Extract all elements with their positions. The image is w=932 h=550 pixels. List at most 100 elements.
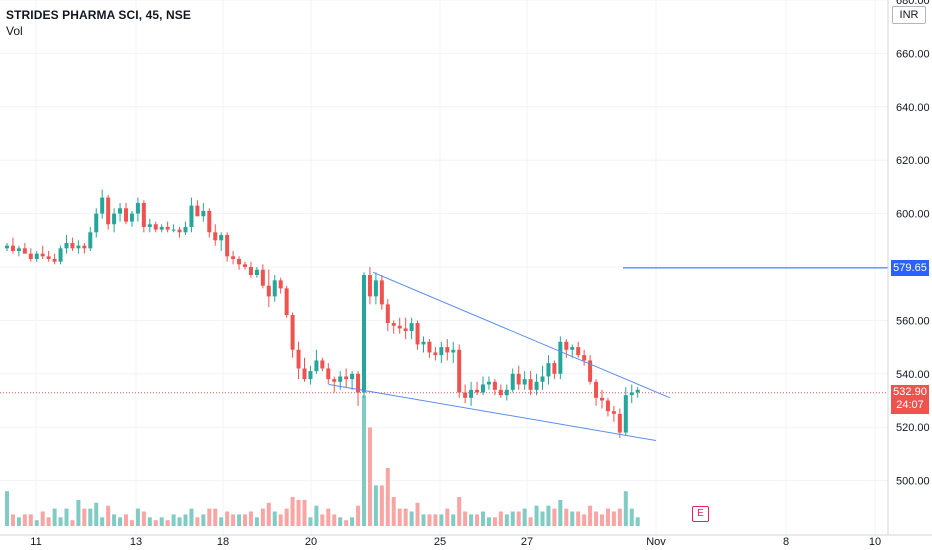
volume-bar <box>623 491 628 526</box>
volume-bar <box>582 514 587 526</box>
candle-body <box>58 248 63 262</box>
candle-body <box>332 379 337 382</box>
volume-bar <box>201 514 206 526</box>
volume-bar <box>165 520 170 526</box>
volume-bar <box>326 508 331 526</box>
volume-bar <box>415 502 420 526</box>
volume-bar <box>320 514 325 526</box>
volume-bar <box>260 508 265 526</box>
volume-bar <box>296 499 301 526</box>
candle-body <box>344 376 349 380</box>
volume-bar <box>141 511 146 526</box>
volume-bar <box>600 514 604 526</box>
candle-body <box>629 392 634 396</box>
candle-body <box>183 226 188 233</box>
candle-body <box>623 395 628 433</box>
volume-bar <box>135 508 140 526</box>
volume-bar <box>617 508 622 526</box>
volume-bar <box>88 508 93 526</box>
candle-body <box>433 352 438 356</box>
candle-body <box>558 341 563 374</box>
candle-body <box>88 232 93 249</box>
candle-body <box>219 234 224 241</box>
candle-body <box>284 288 289 316</box>
candle-body <box>421 341 426 345</box>
candle-body <box>231 256 236 259</box>
volume-bar <box>195 517 200 526</box>
candle-body <box>106 197 111 225</box>
candle-body <box>52 258 57 262</box>
candle-body <box>314 360 319 372</box>
candle-body <box>379 280 384 305</box>
price-tick-label: 560.00 <box>896 315 930 327</box>
volume-bar <box>594 511 599 526</box>
price-tick-label: 660.00 <box>896 48 930 60</box>
volume-bar <box>576 511 581 526</box>
time-tick-label: 8 <box>783 536 789 548</box>
volume-bar <box>504 514 509 526</box>
volume-bar <box>94 502 99 526</box>
candle-body <box>463 392 468 398</box>
volume-bar <box>177 517 182 526</box>
candle-body <box>617 413 622 433</box>
volume-bar <box>308 517 313 526</box>
volume-bar <box>611 511 616 526</box>
volume-bar <box>112 514 117 526</box>
candle-body <box>427 341 432 353</box>
candle-body <box>552 363 557 374</box>
volume-bar <box>552 508 557 526</box>
volume-bar <box>534 505 539 526</box>
candle-body <box>278 280 283 289</box>
trendline-lower <box>328 383 657 442</box>
candle-body <box>5 245 9 249</box>
bar-countdown: 24:07 <box>896 398 924 411</box>
drawings <box>328 267 888 442</box>
volume-bar <box>147 517 152 526</box>
candle-body <box>611 411 616 414</box>
candle-body <box>481 384 485 393</box>
volume-bar <box>159 517 164 526</box>
volume-bars <box>5 395 640 526</box>
volume-bar <box>492 517 497 526</box>
volume-bar <box>564 508 569 526</box>
volume-bar <box>421 514 426 526</box>
currency-badge[interactable]: INR <box>892 6 926 24</box>
candle-body <box>189 205 194 227</box>
candle-body <box>594 381 599 398</box>
volume-bar <box>588 505 593 526</box>
volume-bar <box>52 508 57 526</box>
candle-body <box>248 267 253 276</box>
candle-body <box>635 389 640 393</box>
candle-body <box>391 323 396 326</box>
candle-body <box>254 269 259 276</box>
volume-bar <box>153 520 158 526</box>
volume-bar <box>469 514 474 526</box>
candle-body <box>10 245 15 251</box>
candle-body <box>171 229 176 231</box>
price-tick-label: 680.00 <box>896 0 930 7</box>
volume-bar <box>213 508 218 526</box>
volume-bar <box>558 499 563 526</box>
volume-bar <box>516 511 521 526</box>
earnings-event-marker[interactable]: E <box>692 506 709 522</box>
candle-body <box>338 376 343 382</box>
volume-bar <box>46 517 51 526</box>
volume-bar <box>385 468 390 526</box>
candle-body <box>16 248 21 251</box>
candle-body <box>320 360 325 369</box>
candle-body <box>528 379 533 390</box>
trendline-upper <box>372 271 671 399</box>
volume-bar <box>124 514 128 526</box>
volume-bar <box>22 514 27 526</box>
volume-bar <box>433 514 438 526</box>
volume-bar <box>34 520 39 526</box>
candle-body <box>70 242 75 249</box>
volume-bar <box>629 508 634 526</box>
volume-bar <box>248 511 253 526</box>
candle-body <box>34 253 39 259</box>
candle-body <box>588 360 593 382</box>
candles <box>5 189 640 438</box>
volume-bar <box>409 511 414 526</box>
